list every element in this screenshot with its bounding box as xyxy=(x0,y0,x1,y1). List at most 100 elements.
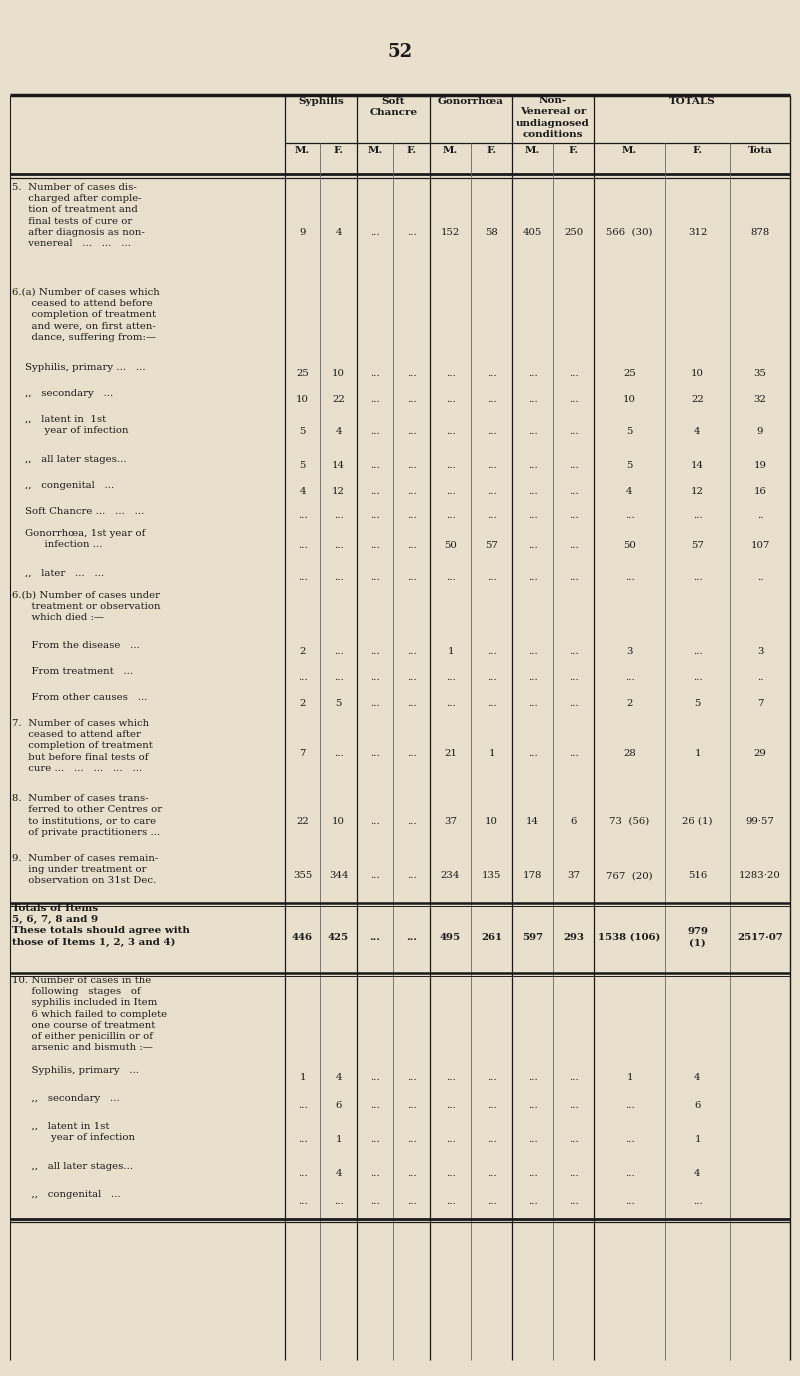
Text: ...: ... xyxy=(528,487,538,495)
Text: 4: 4 xyxy=(694,1072,701,1082)
Text: From treatment   ...: From treatment ... xyxy=(12,667,133,676)
Text: 5: 5 xyxy=(299,428,306,436)
Text: Soft
Chancre: Soft Chancre xyxy=(370,96,418,117)
Text: 35: 35 xyxy=(754,369,766,377)
Text: 50: 50 xyxy=(623,542,636,550)
Text: 10. Number of cases in the
      following   stages   of
      syphilis included: 10. Number of cases in the following sta… xyxy=(12,976,167,1053)
Text: 516: 516 xyxy=(688,871,707,881)
Text: 6: 6 xyxy=(694,1101,701,1109)
Text: 135: 135 xyxy=(482,871,501,881)
Text: ...: ... xyxy=(528,1134,538,1143)
Text: ...: ... xyxy=(370,572,380,582)
Text: 4: 4 xyxy=(694,1168,701,1178)
Text: ...: ... xyxy=(569,572,578,582)
Text: ...: ... xyxy=(486,699,496,707)
Text: ...: ... xyxy=(370,871,380,881)
Text: ...: ... xyxy=(625,1101,634,1109)
Text: 4: 4 xyxy=(335,1168,342,1178)
Text: ,,   secondary   ...: ,, secondary ... xyxy=(12,389,114,398)
Text: 10: 10 xyxy=(485,816,498,826)
Text: ...: ... xyxy=(625,1197,634,1205)
Text: 21: 21 xyxy=(444,749,457,758)
Text: 344: 344 xyxy=(329,871,348,881)
Text: 6.(a) Number of cases which
      ceased to attend before
      completion of tr: 6.(a) Number of cases which ceased to at… xyxy=(12,288,160,343)
Text: Tota: Tota xyxy=(748,146,772,155)
Text: ...: ... xyxy=(569,428,578,436)
Text: ...: ... xyxy=(569,699,578,707)
Text: ...: ... xyxy=(446,428,455,436)
Text: 2517·07: 2517·07 xyxy=(737,933,783,941)
Text: ...: ... xyxy=(406,673,416,681)
Text: ...: ... xyxy=(406,510,416,520)
Text: 495: 495 xyxy=(440,933,461,941)
Text: ...: ... xyxy=(370,428,380,436)
Text: ...: ... xyxy=(298,1101,307,1109)
Text: 312: 312 xyxy=(688,228,707,237)
Text: Syphilis: Syphilis xyxy=(298,96,344,106)
Text: 6: 6 xyxy=(570,816,577,826)
Text: ...: ... xyxy=(370,673,380,681)
Text: ...: ... xyxy=(528,572,538,582)
Text: 2: 2 xyxy=(299,647,306,655)
Text: 261: 261 xyxy=(481,933,502,941)
Text: 3: 3 xyxy=(626,647,633,655)
Text: ...: ... xyxy=(569,461,578,469)
Text: 250: 250 xyxy=(564,228,583,237)
Text: 50: 50 xyxy=(444,542,457,550)
Text: 73  (56): 73 (56) xyxy=(610,816,650,826)
Text: 1: 1 xyxy=(488,749,494,758)
Text: ...: ... xyxy=(528,1168,538,1178)
Text: ...: ... xyxy=(528,1197,538,1205)
Text: F.: F. xyxy=(693,146,702,155)
Text: 28: 28 xyxy=(623,749,636,758)
Text: ...: ... xyxy=(446,1072,455,1082)
Text: ...: ... xyxy=(446,1134,455,1143)
Text: ...: ... xyxy=(486,647,496,655)
Text: ...: ... xyxy=(406,699,416,707)
Text: From other causes   ...: From other causes ... xyxy=(12,694,147,702)
Text: ...: ... xyxy=(569,1197,578,1205)
Text: ...: ... xyxy=(370,1101,380,1109)
Text: ...: ... xyxy=(693,510,702,520)
Text: F.: F. xyxy=(406,146,417,155)
Text: ..: .. xyxy=(757,673,763,681)
Text: 14: 14 xyxy=(691,461,704,469)
Text: 597: 597 xyxy=(522,933,543,941)
Text: ...: ... xyxy=(406,933,417,941)
Text: 178: 178 xyxy=(523,871,542,881)
Text: 10: 10 xyxy=(332,816,345,826)
Text: ...: ... xyxy=(446,487,455,495)
Text: 1: 1 xyxy=(335,1134,342,1143)
Text: Gonorrhœa: Gonorrhœa xyxy=(438,96,504,106)
Text: 5: 5 xyxy=(626,461,633,469)
Text: ...: ... xyxy=(298,1168,307,1178)
Text: ...: ... xyxy=(334,673,343,681)
Text: ...: ... xyxy=(693,647,702,655)
Text: ...: ... xyxy=(569,1101,578,1109)
Text: From the disease   ...: From the disease ... xyxy=(12,641,140,649)
Text: 107: 107 xyxy=(750,542,770,550)
Text: ...: ... xyxy=(528,428,538,436)
Text: ...: ... xyxy=(528,369,538,377)
Text: 10: 10 xyxy=(623,395,636,403)
Text: ...: ... xyxy=(486,487,496,495)
Text: 4: 4 xyxy=(335,228,342,237)
Text: ...: ... xyxy=(406,428,416,436)
Text: ...: ... xyxy=(569,1134,578,1143)
Text: ...: ... xyxy=(446,395,455,403)
Text: 5.  Number of cases dis-
     charged after comple-
     tion of treatment and
 : 5. Number of cases dis- charged after co… xyxy=(12,183,145,248)
Text: 37: 37 xyxy=(567,871,580,881)
Text: 4: 4 xyxy=(626,487,633,495)
Text: ...: ... xyxy=(334,647,343,655)
Text: ,,   all later stages...: ,, all later stages... xyxy=(12,1161,133,1171)
Text: F.: F. xyxy=(486,146,497,155)
Text: 9: 9 xyxy=(757,428,763,436)
Text: Non-
Venereal or
undiagnosed
conditions: Non- Venereal or undiagnosed conditions xyxy=(516,96,590,139)
Text: ...: ... xyxy=(528,1101,538,1109)
Text: ...: ... xyxy=(370,749,380,758)
Text: 7: 7 xyxy=(757,699,763,707)
Text: ...: ... xyxy=(406,816,416,826)
Text: 1283·20: 1283·20 xyxy=(739,871,781,881)
Text: ...: ... xyxy=(446,1101,455,1109)
Text: 4: 4 xyxy=(299,487,306,495)
